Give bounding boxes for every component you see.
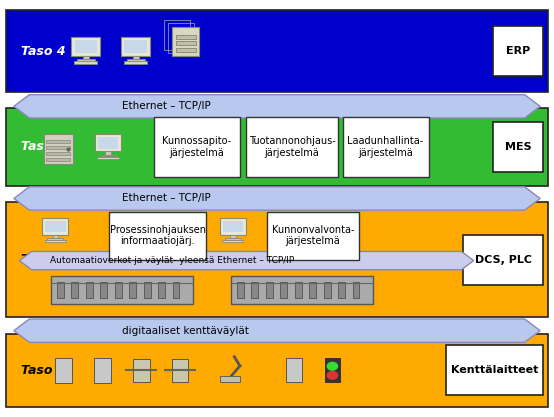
Bar xyxy=(86,282,93,298)
Bar xyxy=(124,61,147,64)
Bar xyxy=(98,137,119,148)
Bar xyxy=(176,41,196,45)
Bar xyxy=(55,358,72,383)
Bar xyxy=(232,276,373,304)
Bar xyxy=(45,240,66,242)
Circle shape xyxy=(327,372,337,379)
Bar xyxy=(44,134,73,164)
Bar xyxy=(6,334,548,407)
Text: digitaaliset kenttäväylät: digitaaliset kenttäväylät xyxy=(122,326,249,336)
Bar xyxy=(143,282,151,298)
Bar xyxy=(172,282,179,298)
Bar xyxy=(71,282,78,298)
Bar xyxy=(53,235,58,238)
Bar xyxy=(109,212,206,259)
Bar xyxy=(267,212,359,259)
Bar xyxy=(105,151,111,155)
Bar xyxy=(172,359,188,382)
Text: Kunnossapito-
järjestelmä: Kunnossapito- järjestelmä xyxy=(162,136,231,158)
Bar xyxy=(43,218,68,235)
Text: Kenttälaitteet: Kenttälaitteet xyxy=(451,365,538,375)
Bar xyxy=(6,202,548,317)
Bar xyxy=(223,221,243,232)
Bar xyxy=(98,157,119,159)
Text: ERP: ERP xyxy=(506,46,530,56)
Bar xyxy=(352,282,360,298)
Bar xyxy=(222,240,243,242)
Text: Taso 3: Taso 3 xyxy=(21,141,66,153)
Bar xyxy=(115,282,121,298)
Polygon shape xyxy=(14,187,540,210)
Circle shape xyxy=(327,362,337,370)
Text: Ethernet – TCP/IP: Ethernet – TCP/IP xyxy=(122,193,211,203)
Bar xyxy=(46,152,70,155)
Bar xyxy=(125,40,147,53)
Bar xyxy=(325,358,340,382)
Bar xyxy=(74,61,98,64)
Bar xyxy=(247,116,338,177)
Bar xyxy=(220,218,245,235)
Bar xyxy=(95,134,121,151)
Bar xyxy=(176,48,196,52)
Bar xyxy=(94,358,111,383)
Bar xyxy=(6,10,548,92)
Bar xyxy=(252,282,258,298)
Bar xyxy=(295,282,301,298)
Bar xyxy=(100,155,116,156)
Bar xyxy=(493,26,543,76)
Text: Taso 4: Taso 4 xyxy=(21,45,66,58)
Bar xyxy=(46,158,70,161)
Bar xyxy=(493,122,543,172)
Bar xyxy=(46,146,70,149)
Bar xyxy=(280,282,287,298)
Bar xyxy=(133,359,150,382)
Bar xyxy=(153,116,240,177)
Bar xyxy=(447,345,543,395)
Text: Taso 1: Taso 1 xyxy=(21,364,66,377)
Bar xyxy=(266,282,273,298)
Bar xyxy=(176,35,196,39)
Bar xyxy=(309,282,316,298)
Text: Prosessinohjauksen
informaatiojärj.: Prosessinohjauksen informaatiojärj. xyxy=(110,225,206,246)
Bar xyxy=(158,282,165,298)
Bar xyxy=(463,234,543,284)
Bar xyxy=(230,235,235,238)
Text: Tuotannonohjaus-
järjestelmä: Tuotannonohjaus- järjestelmä xyxy=(249,136,335,158)
Polygon shape xyxy=(14,95,540,118)
Bar xyxy=(163,20,190,50)
Bar xyxy=(6,108,548,186)
Bar xyxy=(77,59,95,61)
Bar xyxy=(127,59,145,61)
Bar xyxy=(45,221,65,232)
Bar xyxy=(132,55,139,59)
Bar xyxy=(51,276,193,304)
Bar xyxy=(220,376,240,382)
Text: Laadunhallinta-
järjestelmä: Laadunhallinta- järjestelmä xyxy=(347,136,424,158)
Bar xyxy=(129,282,136,298)
Text: MES: MES xyxy=(505,142,531,152)
Bar xyxy=(237,282,244,298)
Bar xyxy=(342,116,429,177)
Bar xyxy=(172,27,199,56)
Bar xyxy=(286,358,301,382)
Bar xyxy=(71,37,100,55)
Text: DCS, PLC: DCS, PLC xyxy=(475,255,531,264)
Text: Taso 2: Taso 2 xyxy=(21,253,66,266)
Bar xyxy=(75,40,97,53)
Bar xyxy=(168,23,194,53)
Bar xyxy=(57,282,64,298)
Text: Kunnonvalvonta-
järjestelmä: Kunnonvalvonta- järjestelmä xyxy=(272,225,354,246)
Bar xyxy=(48,238,63,240)
Bar xyxy=(46,140,70,143)
Bar xyxy=(324,282,331,298)
Bar xyxy=(100,282,107,298)
Polygon shape xyxy=(19,251,474,270)
Text: Automaatioverkot ja väylät- yleensä Ethernet – TCP/IP: Automaatioverkot ja väylät- yleensä Ethe… xyxy=(50,256,294,265)
Bar xyxy=(338,282,345,298)
Bar xyxy=(121,37,150,55)
Polygon shape xyxy=(14,319,540,342)
Text: Ethernet – TCP/IP: Ethernet – TCP/IP xyxy=(122,101,211,111)
Bar xyxy=(225,238,240,240)
Bar xyxy=(83,55,89,59)
